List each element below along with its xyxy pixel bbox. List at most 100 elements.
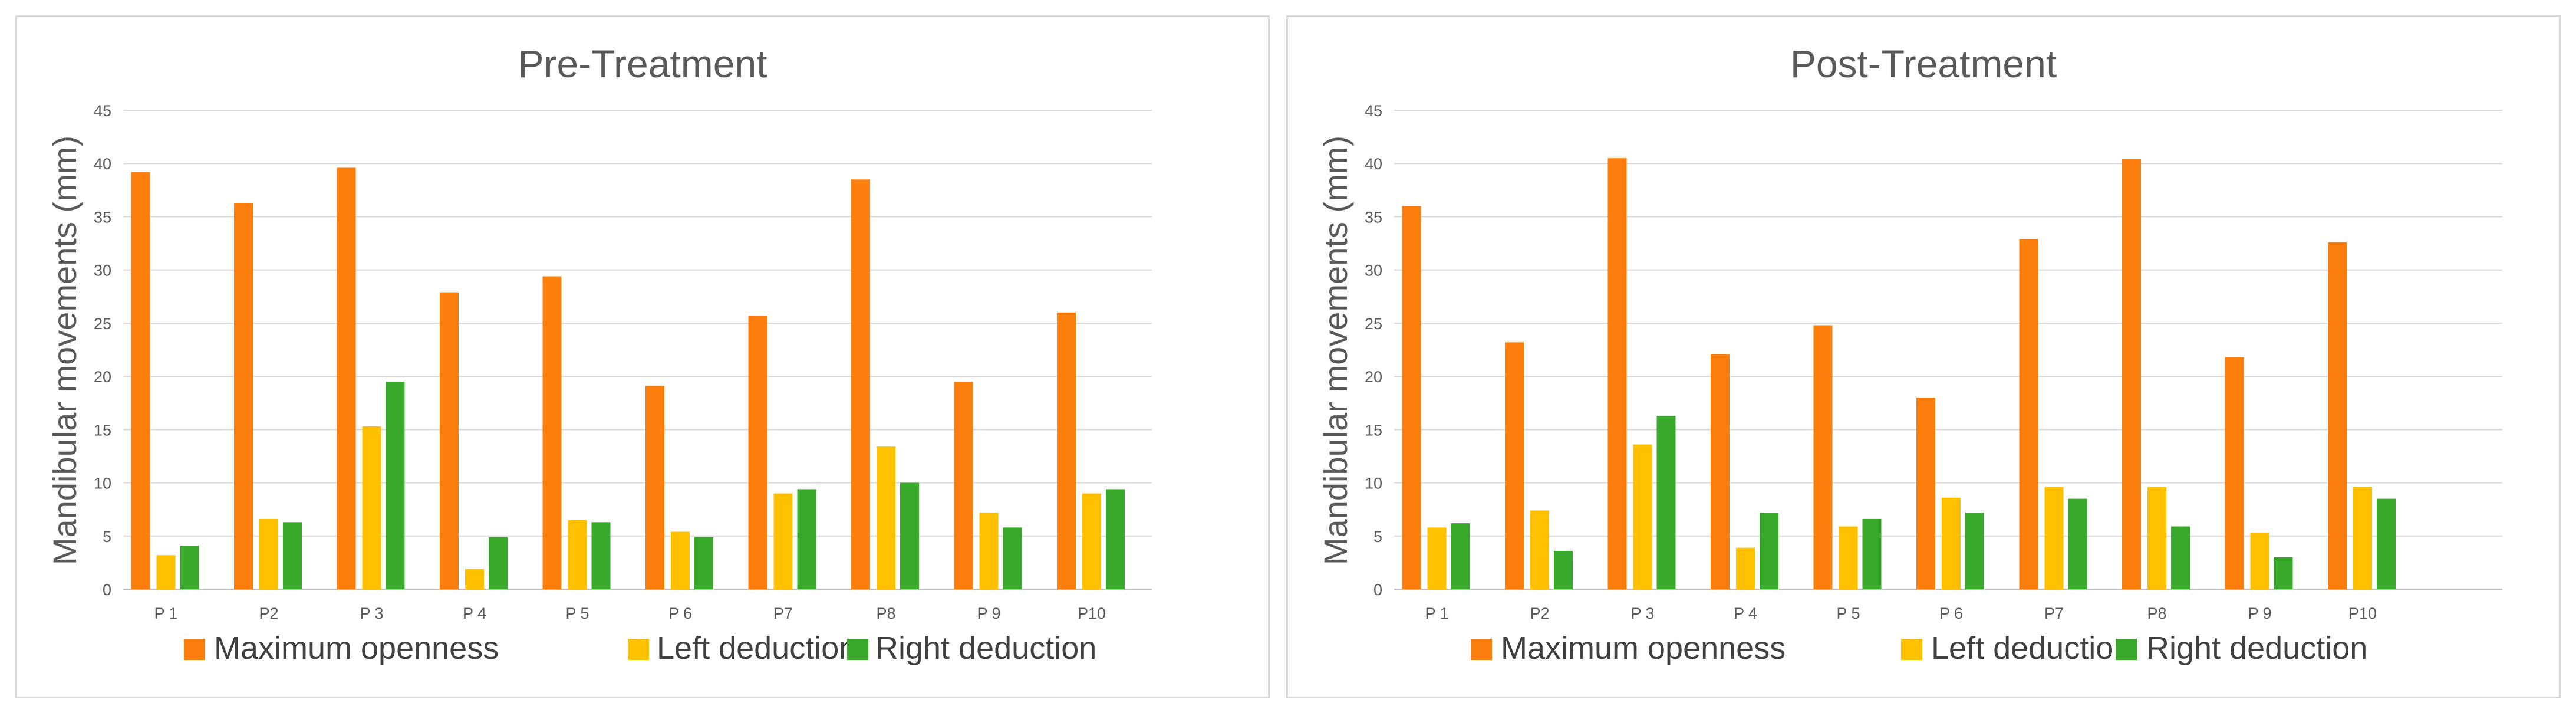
bar-left-deduction [1530,510,1549,589]
x-tick-label: P 4 [1734,605,1757,622]
y-tick-label: 25 [1365,315,1382,333]
bar-right-deduction [2171,526,2190,589]
chart-title: Post-Treatment [1790,42,2057,86]
x-tick-label: P7 [2044,605,2064,622]
bar-right-deduction [386,382,405,589]
bar-left-deduction [1082,493,1101,589]
bar-right-deduction [694,537,713,589]
legend-swatch-max-openness [184,639,205,660]
bar-right-deduction [283,522,302,589]
bar-max-openness [131,172,150,589]
y-tick-label: 30 [1365,262,1382,280]
bar-right-deduction [2068,498,2087,589]
bar-max-openness [2019,239,2038,589]
bar-right-deduction [1554,551,1573,589]
bar-left-deduction [979,513,999,589]
y-tick-label: 20 [1365,368,1382,386]
bar-max-openness [1505,342,1524,589]
x-tick-label: P 5 [1836,605,1860,622]
x-tick-label: P2 [1530,605,1549,622]
bar-left-deduction [465,569,484,589]
legend-label-left-deduction: Left deduction [1931,630,2131,666]
bar-left-deduction [2147,487,2166,589]
x-tick-label: P2 [259,605,278,622]
bar-right-deduction [180,546,199,589]
y-tick-label: 45 [94,102,111,120]
x-tick-label: P 6 [668,605,692,622]
legend-swatch-right-deduction [2116,639,2137,660]
bar-max-openness [2225,357,2244,589]
x-tick-label: P 3 [360,605,383,622]
bar-max-openness [234,202,253,589]
bar-left-deduction [568,520,587,589]
bar-max-openness [2328,242,2347,589]
bar-right-deduction [1106,489,1125,589]
y-tick-label: 10 [94,475,111,492]
pre-treatment-chart: Pre-Treatment Mandibular movements (mm) … [46,42,1152,666]
bar-left-deduction [1633,444,1652,589]
bar-left-deduction [1942,497,1961,589]
bar-max-openness [1607,158,1627,589]
bar-max-openness [645,386,664,589]
y-tick-label: 40 [1365,155,1382,173]
bar-left-deduction [1736,547,1755,589]
bar-left-deduction [1427,527,1447,589]
bar-left-deduction [671,531,690,589]
y-tick-label: 15 [94,421,111,439]
y-tick-label: 40 [94,155,111,173]
bar-max-openness [1402,206,1421,589]
x-tick-label: P8 [876,605,895,622]
bar-right-deduction [2274,557,2293,589]
bar-max-openness [851,179,870,589]
post-treatment-chart: Post-Treatment Mandibular movements (mm)… [1317,42,2502,666]
bar-left-deduction [156,555,176,589]
bar-max-openness [1916,398,1935,589]
y-tick-label: 20 [94,368,111,386]
x-tick-label: P 3 [1630,605,1654,622]
bar-max-openness [542,276,562,589]
bar-max-openness [1057,312,1076,589]
legend-label-right-deduction: Right deduction [2146,630,2367,666]
y-tick-label: 5 [103,528,111,546]
x-tick-label: P7 [773,605,793,622]
x-tick-label: P 1 [154,605,177,622]
legend-swatch-left-deduction [628,639,649,660]
legend-swatch-right-deduction [847,639,868,660]
bar-right-deduction [900,482,919,589]
bar-right-deduction [1656,415,1676,589]
bar-right-deduction [1451,523,1470,589]
x-tick-label: P 1 [1425,605,1448,622]
bar-left-deduction [259,518,278,589]
y-tick-label: 5 [1373,528,1382,546]
y-axis-label: Mandibular movements (mm) [1317,136,1354,565]
bar-right-deduction [1760,513,1778,589]
y-axis-label: Mandibular movements (mm) [46,136,83,565]
bar-max-openness [2122,159,2141,589]
y-tick-label: 0 [103,581,111,599]
bar-max-openness [748,316,767,589]
bar-right-deduction [797,489,816,589]
bar-right-deduction [1862,518,1882,589]
x-tick-label: P10 [2348,605,2377,622]
x-tick-label: P8 [2147,605,2166,622]
bar-max-openness [1711,354,1730,589]
legend-label-left-deduction: Left deduction [657,630,857,666]
chart-title: Pre-Treatment [518,42,767,86]
post-treatment-chart-panel: Post-Treatment Mandibular movements (mm)… [1286,15,2561,698]
x-tick-label: P 4 [463,605,486,622]
x-tick-label: P10 [1078,605,1106,622]
legend-label-right-deduction: Right deduction [875,630,1096,666]
bar-max-openness [440,292,459,589]
legend-label-max-openness: Maximum openness [1501,630,1786,666]
bar-max-openness [1813,325,1833,589]
y-tick-label: 0 [1373,581,1382,599]
bar-left-deduction [362,426,381,589]
bar-right-deduction [1003,527,1022,589]
x-tick-label: P 6 [1939,605,1963,622]
bar-left-deduction [1839,526,1858,589]
bar-right-deduction [591,522,611,589]
x-tick-label: P 5 [565,605,589,622]
bar-right-deduction [2377,498,2396,589]
bar-left-deduction [877,446,895,589]
legend-swatch-max-openness [1471,639,1492,660]
